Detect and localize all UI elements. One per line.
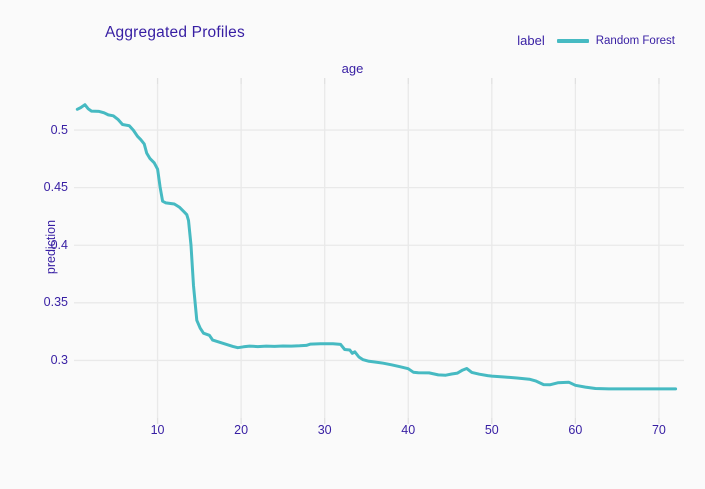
chart-title: Aggregated Profiles <box>105 24 245 41</box>
x-tick-label: 50 <box>484 423 499 437</box>
y-tick-label: 0.3 <box>50 352 68 367</box>
x-tick-label: 70 <box>651 423 666 437</box>
legend-item-random-forest[interactable]: Random Forest <box>556 34 675 47</box>
legend: label Random Forest <box>517 33 675 48</box>
x-tick-label: 60 <box>568 423 583 437</box>
x-axis-ticks <box>156 78 660 424</box>
facet-title-age: age <box>341 61 364 76</box>
y-tick-label: 0.35 <box>43 295 68 310</box>
x-tick-label: 10 <box>150 423 165 437</box>
gridlines <box>74 84 684 418</box>
legend-line-swatch-icon <box>556 38 589 43</box>
x-tick-label: 20 <box>234 423 249 437</box>
x-tick-label: 30 <box>317 423 332 437</box>
y-tick-label: 0.4 <box>50 237 68 252</box>
x-tick-label: 40 <box>401 423 416 437</box>
legend-title: label <box>517 33 545 48</box>
plot-area[interactable] <box>74 78 684 424</box>
y-tick-label: 0.5 <box>50 122 68 137</box>
legend-item-label: Random Forest <box>595 34 675 47</box>
y-tick-label: 0.45 <box>43 180 68 195</box>
series-line-random-forest[interactable] <box>75 103 678 391</box>
